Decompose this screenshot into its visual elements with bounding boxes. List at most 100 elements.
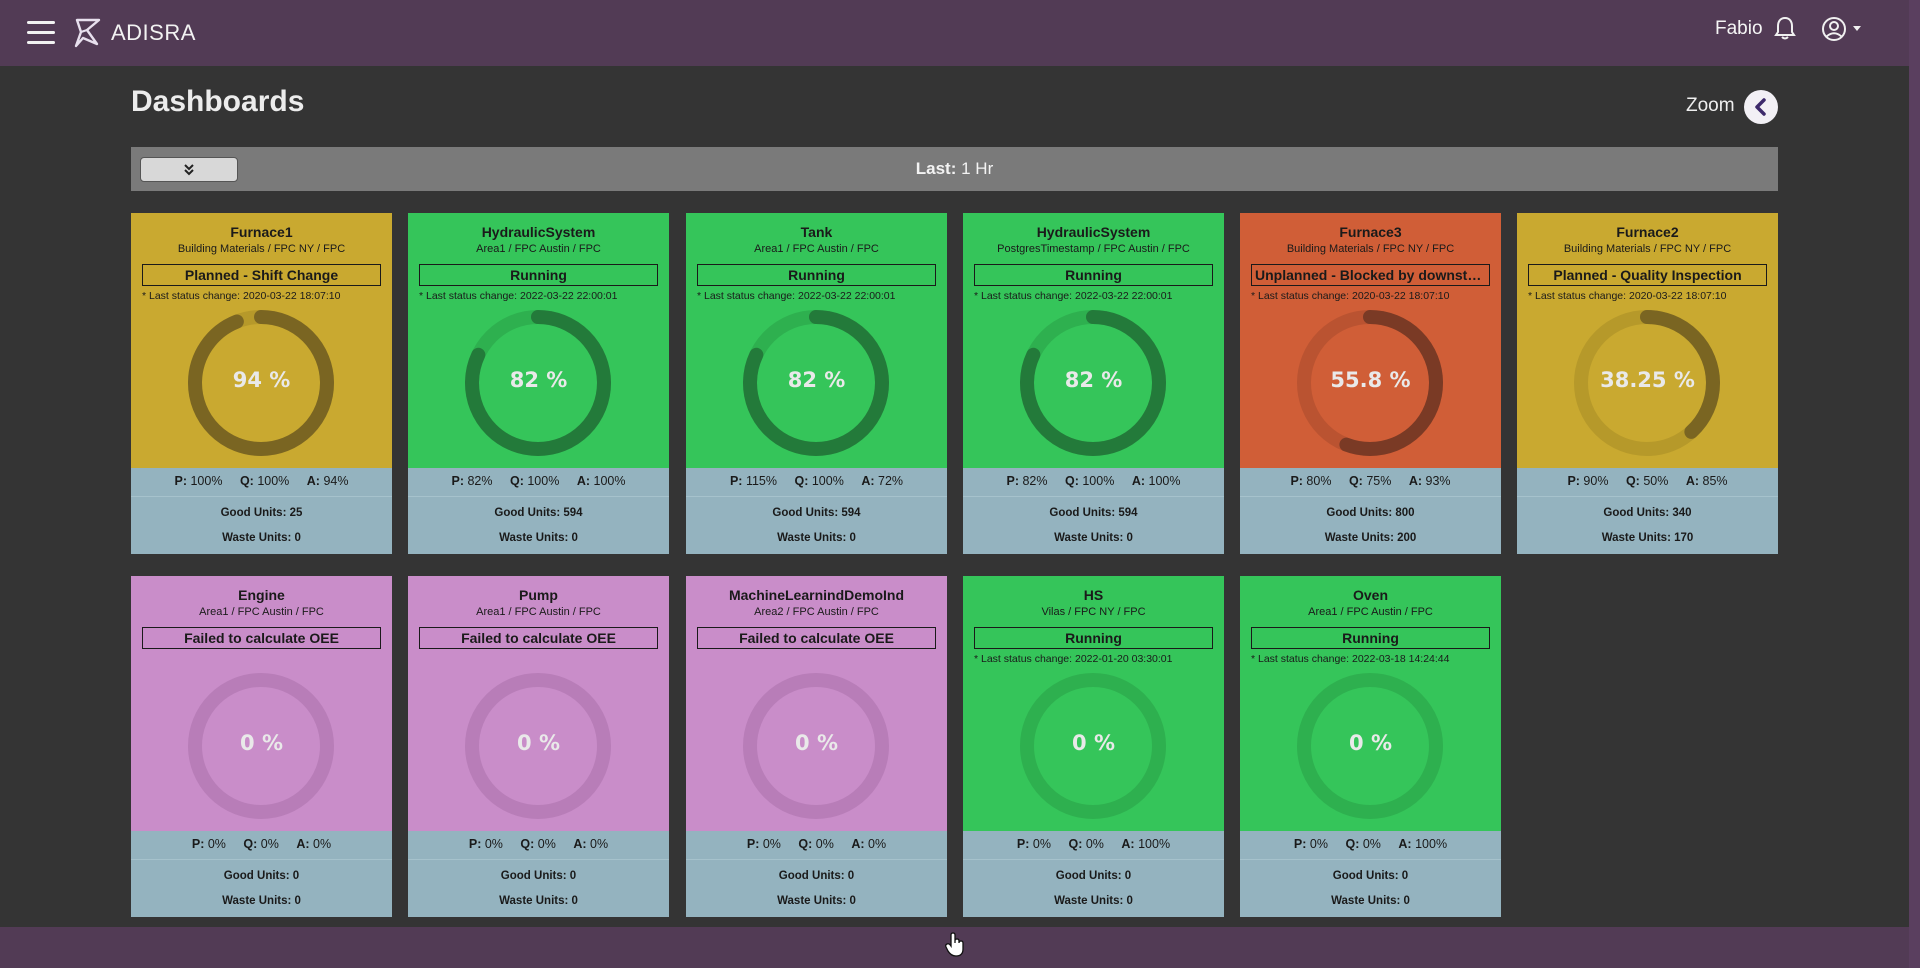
- availability-value: 100%: [1138, 837, 1171, 851]
- machine-card[interactable]: HydraulicSystem PostgresTimestamp / FPC …: [963, 213, 1224, 554]
- machine-name: HydraulicSystem: [481, 224, 596, 240]
- adisra-logo-icon: [74, 18, 101, 48]
- machine-card[interactable]: Pump Area1 / FPC Austin / FPC Failed to …: [408, 576, 669, 917]
- availability-label: A:: [576, 474, 591, 488]
- waste-units: Waste Units: 0: [777, 532, 856, 544]
- scrollbar[interactable]: [1909, 0, 1920, 968]
- availability-value: 72%: [878, 474, 904, 488]
- menu-icon[interactable]: [27, 21, 55, 45]
- quality-value: 100%: [527, 474, 560, 488]
- card-status-panel: Pump Area1 / FPC Austin / FPC Failed to …: [408, 576, 669, 831]
- performance-value: 0%: [1032, 837, 1051, 851]
- good-units: Good Units: 800: [1326, 507, 1415, 519]
- oee-value: 82 %: [787, 368, 846, 392]
- machine-name: Pump: [519, 587, 558, 603]
- card-stats-panel: P: 80% Q: 75% A: 93% Good Units: 800 Was…: [1240, 468, 1501, 554]
- performance-label: P:: [1290, 474, 1303, 488]
- availability-value: 100%: [1415, 837, 1448, 851]
- card-status-panel: Furnace2 Building Materials / FPC NY / F…: [1517, 213, 1778, 468]
- quality-value: 0%: [260, 837, 279, 851]
- performance-value: 0%: [1309, 837, 1328, 851]
- availability-value: 100%: [1148, 474, 1181, 488]
- availability-label: A:: [296, 837, 310, 851]
- machine-card[interactable]: MachineLearnindDemoInd Area2 / FPC Austi…: [686, 576, 947, 917]
- machine-card[interactable]: Furnace1 Building Materials / FPC NY / F…: [131, 213, 392, 554]
- machine-card[interactable]: Engine Area1 / FPC Austin / FPC Failed t…: [131, 576, 392, 917]
- card-status-panel: Engine Area1 / FPC Austin / FPC Failed t…: [131, 576, 392, 831]
- oee-gauge: [743, 310, 889, 456]
- waste-units: Waste Units: 0: [222, 895, 301, 907]
- machine-name: MachineLearnindDemoInd: [728, 587, 905, 603]
- machine-name: Furnace2: [1616, 224, 1679, 240]
- oee-gauge: [743, 673, 889, 819]
- status-badge: Failed to calculate OEE: [697, 627, 936, 649]
- oee-value: 82 %: [509, 368, 568, 392]
- card-status-panel: Tank Area1 / FPC Austin / FPC Running * …: [686, 213, 947, 468]
- availability-label: A:: [1408, 474, 1423, 488]
- card-stats-panel: P: 0% Q: 0% A: 100% Good Units: 0 Waste …: [1240, 831, 1501, 917]
- pqa-row: P: 0% Q: 0% A: 100%: [963, 837, 1224, 851]
- machine-card[interactable]: Tank Area1 / FPC Austin / FPC Running * …: [686, 213, 947, 554]
- quality-label: Q:: [1348, 474, 1363, 488]
- brand-name[interactable]: ADISRA: [111, 20, 196, 45]
- performance-value: 0%: [762, 837, 781, 851]
- status-badge: Unplanned - Blocked by downstrea...: [1251, 264, 1490, 286]
- machine-card[interactable]: Oven Area1 / FPC Austin / FPC Running * …: [1240, 576, 1501, 917]
- quality-value: 75%: [1366, 474, 1392, 488]
- machine-path: Area1 / FPC Austin / FPC: [1308, 606, 1433, 618]
- performance-label: P:: [746, 837, 760, 851]
- quality-value: 100%: [1082, 474, 1115, 488]
- gauge-track: [188, 673, 334, 819]
- gauge-track: [465, 673, 611, 819]
- notification-bell-icon[interactable]: [1773, 15, 1797, 41]
- divider: [1240, 859, 1501, 860]
- quality-label: Q:: [1625, 474, 1640, 488]
- waste-units: Waste Units: 170: [1601, 532, 1694, 544]
- card-stats-panel: P: 90% Q: 50% A: 85% Good Units: 340 Was…: [1517, 468, 1778, 554]
- gauge-arc: [1297, 310, 1443, 456]
- waste-units: Waste Units: 0: [1054, 895, 1133, 907]
- good-units: Good Units: 25: [220, 507, 303, 519]
- oee-value: 55.8 %: [1330, 368, 1411, 392]
- gauge-track: [743, 673, 889, 819]
- card-stats-panel: P: 82% Q: 100% A: 100% Good Units: 594 W…: [408, 468, 669, 554]
- card-stats-panel: P: 100% Q: 100% A: 94% Good Units: 25 Wa…: [131, 468, 392, 554]
- quality-label: Q:: [794, 474, 809, 488]
- machine-card[interactable]: HydraulicSystem Area1 / FPC Austin / FPC…: [408, 213, 669, 554]
- machine-card[interactable]: Furnace2 Building Materials / FPC NY / F…: [1517, 213, 1778, 554]
- account-dropdown-icon[interactable]: [1820, 15, 1866, 43]
- machine-card[interactable]: Furnace3 Building Materials / FPC NY / F…: [1240, 213, 1501, 554]
- machine-name: Furnace1: [230, 224, 293, 240]
- oee-gauge: [188, 310, 334, 456]
- zoom-toggle-button[interactable]: [1744, 90, 1778, 124]
- availability-label: A:: [1685, 474, 1700, 488]
- oee-value: 0 %: [1072, 731, 1115, 755]
- pqa-row: P: 115% Q: 100% A: 72%: [686, 474, 947, 488]
- divider: [408, 859, 669, 860]
- user-name[interactable]: Fabio: [1715, 18, 1763, 39]
- quality-label: Q:: [509, 474, 524, 488]
- divider: [408, 496, 669, 497]
- machine-path: Area1 / FPC Austin / FPC: [199, 606, 324, 618]
- oee-value: 0 %: [517, 731, 560, 755]
- performance-value: 115%: [745, 474, 777, 488]
- status-badge: Planned - Quality Inspection: [1528, 264, 1767, 286]
- oee-value: 0 %: [795, 731, 838, 755]
- oee-value: 38.25 %: [1600, 368, 1695, 392]
- status-badge: Running: [419, 264, 658, 286]
- expand-filters-button[interactable]: [140, 157, 238, 182]
- machine-path: Area2 / FPC Austin / FPC: [754, 606, 879, 618]
- pqa-row: P: 0% Q: 0% A: 0%: [408, 837, 669, 851]
- good-units: Good Units: 0: [223, 870, 300, 882]
- quality-label: Q:: [1068, 837, 1083, 851]
- machine-card[interactable]: HS Vilas / FPC NY / FPC Running * Last s…: [963, 576, 1224, 917]
- quality-value: 100%: [811, 474, 844, 488]
- pqa-row: P: 82% Q: 100% A: 100%: [408, 474, 669, 488]
- gauge-track: [1297, 673, 1443, 819]
- gauge-track: [1020, 673, 1166, 819]
- quality-value: 0%: [537, 837, 556, 851]
- oee-gauge: [465, 310, 611, 456]
- performance-label: P:: [1293, 837, 1307, 851]
- card-stats-panel: P: 0% Q: 0% A: 0% Good Units: 0 Waste Un…: [686, 831, 947, 917]
- availability-label: A:: [851, 837, 865, 851]
